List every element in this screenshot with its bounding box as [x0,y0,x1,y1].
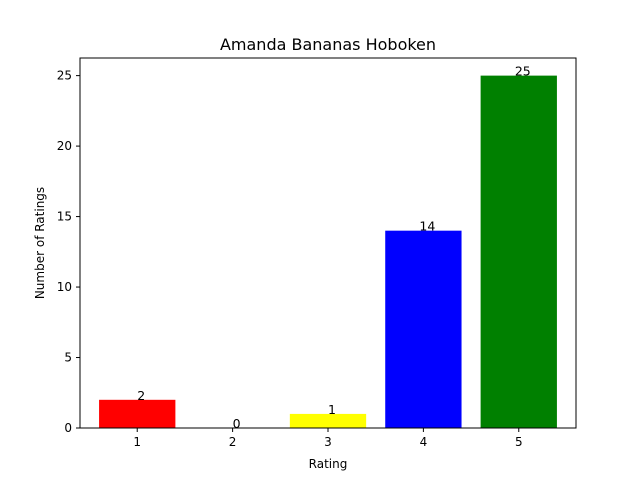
x-tick-label: 1 [133,435,141,449]
data-label-rating-1: 2 [137,388,145,403]
y-axis-label: Number of Ratings [33,187,47,299]
x-tick-label: 2 [229,435,237,449]
y-tick-label: 10 [57,280,72,294]
y-tick-label: 15 [57,210,72,224]
data-label-rating-5: 25 [515,64,531,79]
y-axis-ticks: 0 5 10 15 20 25 [57,69,80,435]
x-axis-label: Rating [309,457,348,471]
x-axis-ticks: 1 2 3 4 5 [133,428,523,449]
x-tick-label: 3 [324,435,332,449]
y-tick-label: 25 [57,69,72,83]
bar-rating-4 [385,230,462,428]
bar-rating-5 [480,75,557,428]
y-tick-label: 0 [64,421,72,435]
data-label-rating-2: 0 [233,416,241,431]
y-tick-label: 20 [57,139,72,153]
data-label-rating-3: 1 [328,402,336,417]
x-tick-label: 4 [420,435,428,449]
bar-rating-1 [99,399,176,428]
x-tick-label: 5 [515,435,523,449]
data-label-rating-4: 14 [419,219,435,234]
chart-title: Amanda Bananas Hoboken [220,35,436,54]
bar-rating-3 [289,413,367,428]
y-tick-label: 5 [64,351,72,365]
bars-group [99,75,557,428]
data-labels-group: 2 0 1 14 25 [137,64,530,431]
